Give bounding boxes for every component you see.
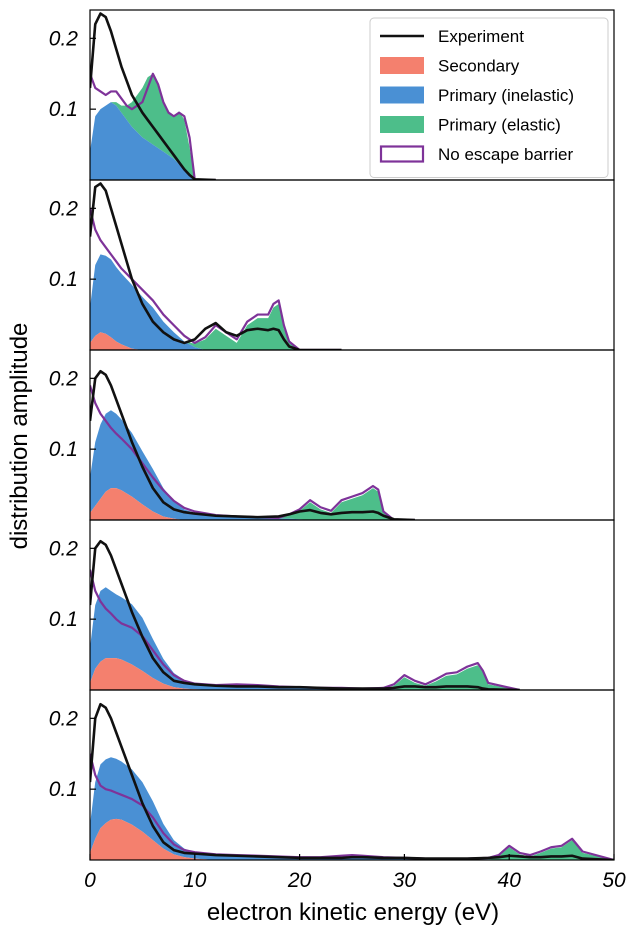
panel-3-series — [90, 369, 415, 520]
legend-swatch-secondary — [380, 57, 424, 74]
x-axis-title: electron kinetic energy (eV) — [207, 899, 499, 926]
series-secondary-area — [90, 488, 415, 520]
x-tick-label: 0 — [84, 869, 96, 892]
x-tick-label: 40 — [498, 869, 522, 892]
series-primary-elastic-area — [90, 587, 520, 690]
panel-4: 0.1 0.2 — [49, 519, 615, 691]
panel-5-series — [90, 702, 614, 860]
series-primary-inelastic-area — [90, 410, 415, 520]
series-experiment-line — [90, 702, 614, 860]
y-tick-label: 0.1 — [49, 438, 78, 461]
series-primary-inelastic-area — [90, 587, 520, 690]
legend-swatch-no-escape-barrier — [379, 145, 425, 163]
y-tick-label: 0.1 — [49, 268, 78, 291]
y-tick-label: 0.2 — [49, 537, 79, 560]
legend-swatch-primary-inelastic — [380, 86, 424, 104]
y-tick-label: 0.2 — [49, 27, 79, 50]
panel-4-series — [90, 539, 520, 690]
x-tick-label: 10 — [183, 869, 207, 892]
series-experiment-line — [90, 369, 415, 520]
axes-layer: 0 10 20 30 40 50 — [84, 854, 626, 892]
series-secondary-area — [90, 818, 614, 860]
series-experiment-line — [90, 182, 342, 350]
series-primary-inelastic-area — [90, 254, 342, 350]
series-experiment-line — [90, 12, 216, 180]
series-no-escape-barrier-outline — [90, 72, 216, 180]
legend-swatch-primary-elastic — [380, 116, 424, 133]
panel-1-series — [90, 12, 216, 180]
x-tick-label: 50 — [602, 869, 626, 892]
panel-5: 0.1 0.2 — [49, 689, 615, 861]
y-axis-title: distribution amplitude — [6, 323, 33, 550]
series-primary-inelastic-area — [90, 102, 216, 180]
series-no-escape-barrier-outline — [90, 208, 342, 350]
y-tick-label: 0.1 — [49, 608, 78, 631]
panel-frame — [89, 519, 615, 691]
legend-box — [369, 17, 609, 178]
series-secondary-area — [90, 332, 342, 350]
series-primary-elastic-area — [90, 757, 614, 860]
legend-label-primary-inelastic: Primary (inelastic) — [438, 86, 574, 105]
series-secondary-area — [90, 658, 520, 690]
series-primary-elastic-area — [90, 254, 342, 350]
legend: Experiment Secondary Primary (inelastic) Pr… — [369, 17, 609, 178]
y-tick-label: 0.2 — [49, 707, 79, 730]
legend-label-experiment: Experiment — [438, 27, 524, 46]
legend-label-primary-elastic: Primary (elastic) — [438, 116, 561, 135]
panels-layer: 0.1 0.2 0.1 0.2 0.1 0.2 0.1 0.2 0.1 0.2 — [49, 9, 615, 861]
panel-frame — [89, 689, 615, 861]
x-tick-label: 30 — [393, 869, 417, 892]
y-tick-label: 0.1 — [49, 98, 78, 121]
y-tick-label: 0.2 — [49, 197, 79, 220]
panel-2: 0.1 0.2 — [49, 179, 615, 351]
panel-2-series — [90, 182, 342, 350]
legend-label-secondary: Secondary — [438, 57, 520, 76]
panel-3: 0.1 0.2 — [49, 349, 615, 521]
legend-label-no-escape-barrier: No escape barrier — [438, 145, 573, 164]
x-tick-label: 20 — [287, 869, 312, 892]
series-experiment-line — [90, 539, 520, 690]
panel-frame — [89, 179, 615, 351]
y-tick-label: 0.2 — [49, 367, 79, 390]
y-tick-label: 0.1 — [49, 778, 78, 801]
